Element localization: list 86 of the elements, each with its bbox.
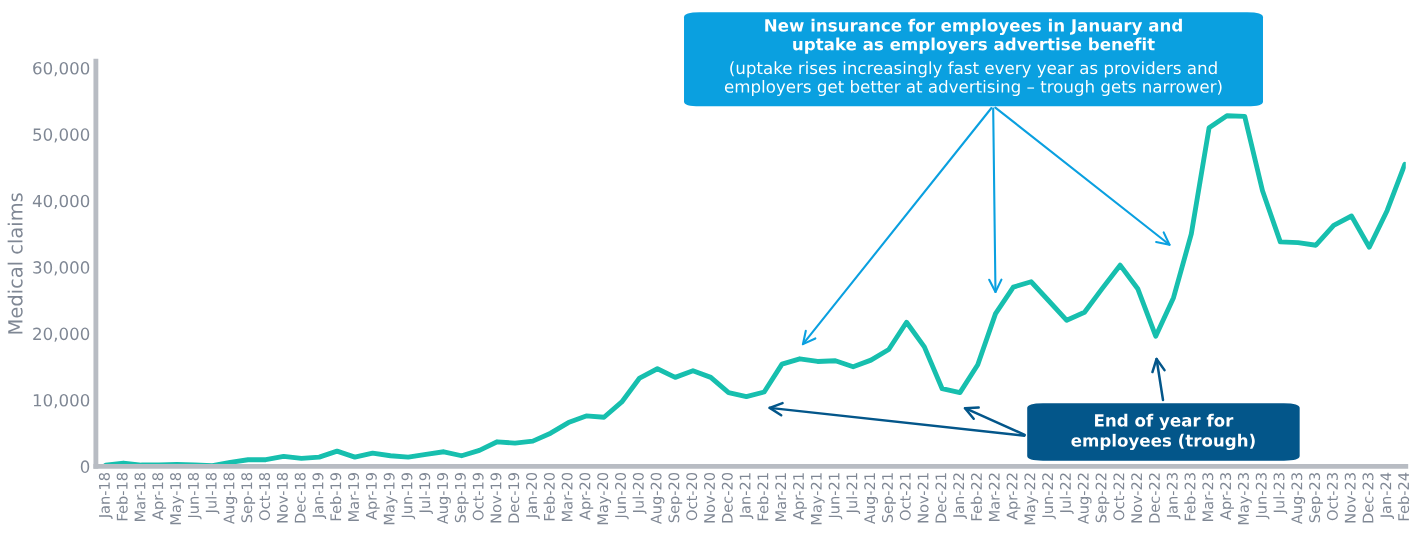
y-axis-title: Medical claims <box>7 193 23 334</box>
x-tick-label: Dec-22 <box>1148 473 1160 523</box>
x-tick-label: Aug-18 <box>223 472 238 525</box>
x-tick-label: Jul-18 <box>205 472 220 515</box>
x-tick-label: Sep-21 <box>881 473 896 523</box>
x-tick-label: Feb-21 <box>757 473 769 521</box>
x-tick-label: Nov-19 <box>490 472 502 523</box>
x-tick-label: Sep-19 <box>454 472 469 523</box>
x-tick-label: Oct-20 <box>686 472 698 521</box>
x-tick-label: Mar-22 <box>988 473 1000 521</box>
x-tick-label: Feb-20 <box>543 472 555 521</box>
x-tick-label: Apr-21 <box>792 473 807 520</box>
line-series <box>103 113 1406 467</box>
x-tick-label: Dec-21 <box>935 473 947 523</box>
x-tick-label: Sep-20 <box>668 472 683 523</box>
x-tick-label: Oct-21 <box>899 473 911 521</box>
x-tick-label: Oct-19 <box>472 472 484 521</box>
x-tick-label: Feb-22 <box>970 473 982 521</box>
x-tick-label: Aug-21 <box>864 473 879 525</box>
x-tick-label: Aug-20 <box>650 472 665 525</box>
x-tick-label: Feb-19 <box>329 472 342 521</box>
x-tick-label: May-20 <box>597 472 612 525</box>
x-tick-label: Dec-23 <box>1362 473 1374 523</box>
x-tick-label: Sep-22 <box>1095 473 1110 523</box>
x-tick-label: Mar-20 <box>561 472 573 521</box>
x-tick-label: Aug-19 <box>437 472 451 525</box>
x-tick-label: Jun-21 <box>828 473 843 520</box>
x-tick-label: May-23 <box>1237 473 1252 525</box>
x-tick-label: Jan-23 <box>1166 473 1181 519</box>
y-tick-label: 30,000 <box>33 261 90 276</box>
x-tick-label: Aug-23 <box>1291 473 1306 525</box>
x-tick-label: Nov-21 <box>917 473 929 523</box>
y-tick-label: 20,000 <box>33 327 90 342</box>
annotation: (uptake rises increasingly fast every year as providers and employers get better at advertising – trough gets narrower) <box>724 61 1222 97</box>
x-tick-label: Jul-23 <box>1273 473 1288 515</box>
x-tick-label: Jan-20 <box>526 472 540 519</box>
x-tick-label: Oct-22 <box>1113 473 1125 521</box>
x-tick-label: Jan-22 <box>953 473 967 519</box>
x-tick-label: Oct-18 <box>259 472 271 521</box>
annotation: End of year for employees (trough) <box>1071 413 1255 451</box>
x-tick-label: May-21 <box>810 473 825 525</box>
x-tick-label: Jun-19 <box>401 472 416 520</box>
y-tick-label: 60,000 <box>33 61 90 77</box>
x-tick-label: Jun-23 <box>1255 473 1270 520</box>
x-tick-label: Apr-18 <box>152 472 167 520</box>
x-tick-label: Jun-20 <box>614 472 629 520</box>
x-tick-label: Dec-19 <box>508 472 520 523</box>
x-tick-label: Oct-23 <box>1326 473 1338 521</box>
x-tick-label: Apr-19 <box>365 472 380 520</box>
x-tick-label: Aug-22 <box>1077 473 1092 525</box>
x-tick-label: Sep-18 <box>241 472 256 523</box>
x-tick-label: Mar-23 <box>1202 473 1214 521</box>
x-tick-label: Apr-22 <box>1006 473 1021 520</box>
x-tick-label: Feb-23 <box>1184 473 1196 521</box>
x-tick-label: Jul-22 <box>1059 473 1074 515</box>
x-tick-label: Jun-22 <box>1042 473 1056 520</box>
x-tick-label: May-18 <box>170 472 184 525</box>
x-tick-label: May-19 <box>383 472 398 525</box>
x-tick-label: May-22 <box>1024 473 1039 525</box>
x-tick-label: Apr-23 <box>1220 473 1234 520</box>
y-tick-label: 50,000 <box>33 128 90 143</box>
y-tick-label: 10,000 <box>33 393 90 409</box>
x-tick-label: Mar-21 <box>775 473 787 521</box>
y-tick-label: 40,000 <box>32 194 90 210</box>
text: New insurance for employees in January and uptake as employers advertise benefit <box>765 18 1182 54</box>
x-tick-label: Feb-18 <box>116 472 128 521</box>
x-tick-label: Nov-20 <box>703 472 716 523</box>
x-tick-label: Feb-24 <box>1397 472 1410 521</box>
x-tick-label: Jan-21 <box>739 473 754 519</box>
x-tick-label: Nov-18 <box>276 472 288 523</box>
x-tick-label: Jul-20 <box>632 472 647 515</box>
x-tick-label: Jan-18 <box>98 472 113 519</box>
x-tick-label: Sep-23 <box>1309 473 1323 523</box>
x-tick-label: Jan-24 <box>1380 472 1395 519</box>
x-tick-label: Dec-20 <box>721 472 733 523</box>
x-tick-label: Jan-19 <box>312 472 327 519</box>
x-tick-label: Nov-22 <box>1131 473 1143 523</box>
x-tick-label: Jul-19 <box>418 472 433 515</box>
y-tick-label: 0 <box>80 460 90 473</box>
x-tick-label: Jun-18 <box>187 472 202 520</box>
x-tick-label: Nov-23 <box>1344 473 1356 523</box>
x-tick-label: Dec-18 <box>294 472 306 523</box>
x-tick-label: Mar-19 <box>348 472 360 521</box>
x-tick-label: Apr-20 <box>579 472 594 520</box>
x-tick-label: Mar-18 <box>134 472 146 521</box>
x-tick-label: Jul-21 <box>846 473 861 515</box>
